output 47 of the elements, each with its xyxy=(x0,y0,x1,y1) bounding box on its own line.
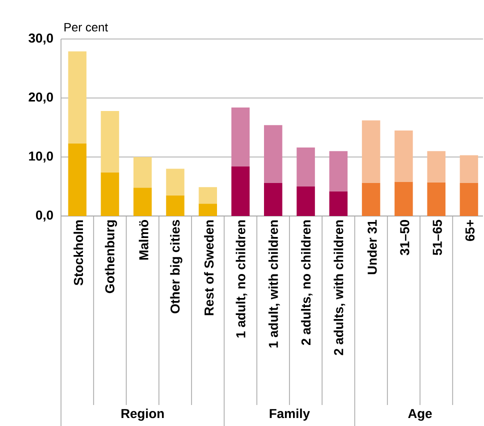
x-tick-label: Stockholm xyxy=(74,220,84,286)
x-tick-label: Under 31 xyxy=(367,220,377,274)
bar xyxy=(68,51,86,144)
x-tick-label: Gothenburg xyxy=(104,220,118,294)
bar xyxy=(100,110,120,172)
bar xyxy=(394,182,413,216)
x-tick-label: 31–50 xyxy=(400,220,410,256)
bar xyxy=(133,188,152,216)
y-tick-label: 30,0 xyxy=(28,33,53,45)
bar xyxy=(68,143,86,216)
bar xyxy=(362,120,380,183)
x-tick-label: 1 adult, with children xyxy=(268,220,280,348)
bar xyxy=(133,157,152,188)
bar xyxy=(394,130,413,182)
x-tick-label: Other big cities xyxy=(170,220,182,314)
bar xyxy=(296,148,315,186)
bar xyxy=(198,187,218,204)
x-tick-label: Malmö xyxy=(138,220,148,260)
bar xyxy=(166,168,184,196)
bar xyxy=(460,155,478,183)
bar xyxy=(100,172,120,216)
bar xyxy=(427,182,446,216)
text: Age xyxy=(408,409,432,421)
y-axis-title: Per cent xyxy=(64,23,108,32)
bar xyxy=(264,182,282,216)
bar xyxy=(231,107,250,166)
bar xyxy=(198,204,218,216)
text: Region xyxy=(122,408,164,421)
bar xyxy=(362,182,380,216)
y-tick-label: 10,0 xyxy=(29,151,53,163)
x-tick-label: 2 adults, no children xyxy=(301,220,312,346)
x-tick-label: 51–65 xyxy=(432,220,442,256)
bar xyxy=(329,191,348,216)
bar xyxy=(460,182,478,216)
x-tick-label: Rest of Sweden xyxy=(204,220,214,316)
x-tick-label: 1 adult, no children xyxy=(236,220,248,338)
y-tick-label: 0,0 xyxy=(36,210,53,222)
text: Family xyxy=(270,408,310,421)
bar xyxy=(427,151,446,182)
bar xyxy=(166,195,184,216)
bar xyxy=(296,186,315,216)
bar xyxy=(264,125,282,183)
bar xyxy=(329,151,348,192)
x-tick-label: 2 adults, with children xyxy=(334,220,346,356)
bar xyxy=(231,166,250,216)
x-tick-label: 65+ xyxy=(465,220,475,242)
y-tick-label: 20,0 xyxy=(28,92,53,104)
